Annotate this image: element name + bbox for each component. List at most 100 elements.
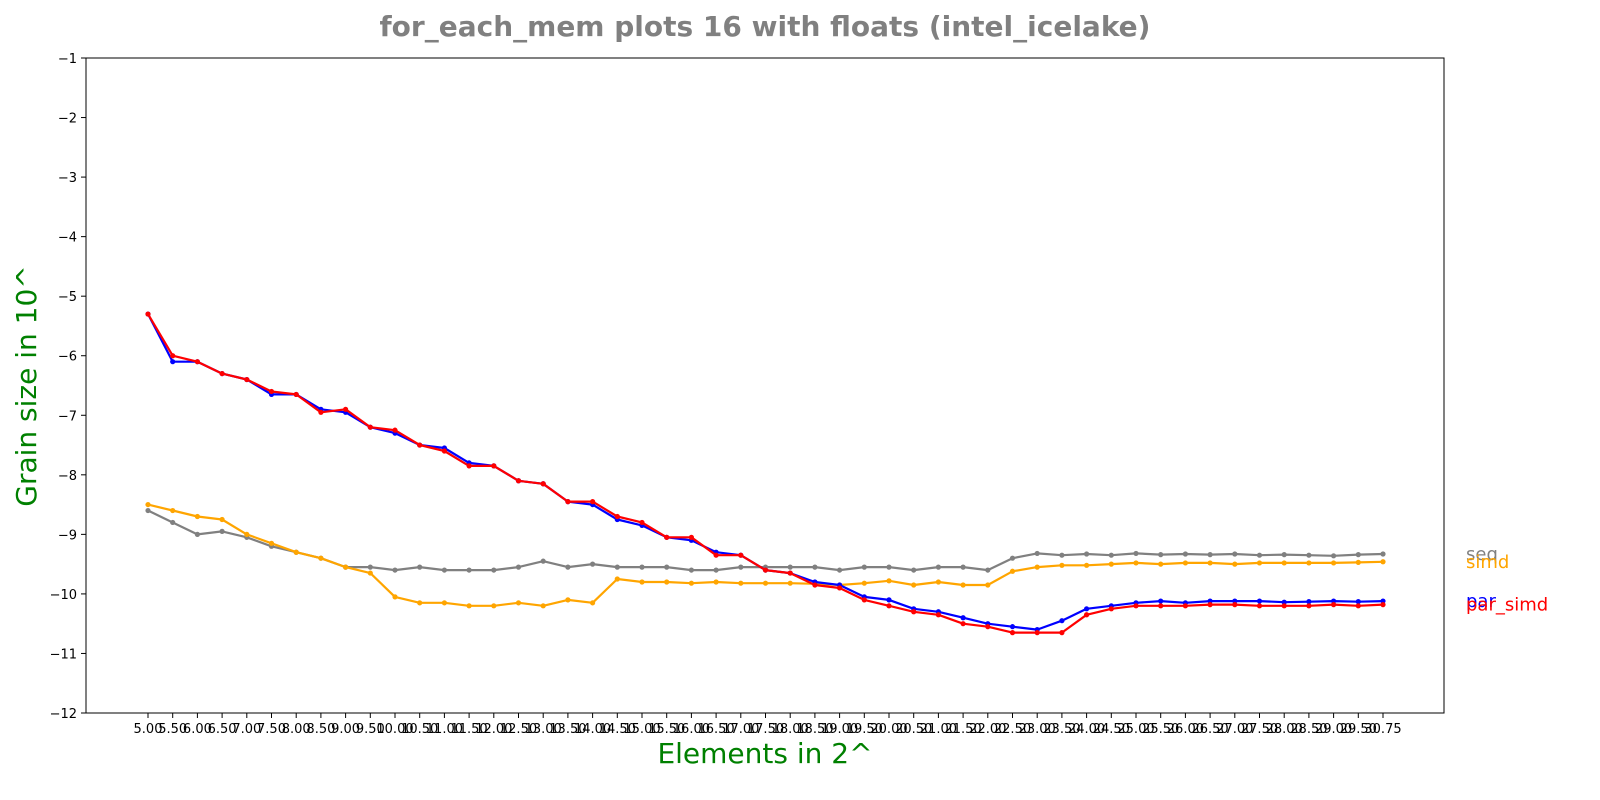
data-point-par_simd (1355, 603, 1361, 609)
data-point-simd (491, 603, 497, 609)
data-point-par_simd (1133, 603, 1139, 609)
data-point-seq (1182, 551, 1188, 557)
x-tick-label: 5.00 (134, 722, 163, 737)
x-tick-label: 30.75 (1364, 722, 1401, 737)
data-point-simd (170, 507, 176, 514)
data-point-simd (367, 570, 373, 576)
data-point-par_simd (392, 427, 398, 433)
data-point-simd (911, 582, 917, 588)
data-point-seq (1256, 552, 1263, 558)
data-point-seq (985, 567, 991, 573)
data-point-par_simd (219, 370, 225, 377)
x-tick-label: 21.50 (944, 722, 981, 737)
data-point-par_simd (1158, 603, 1164, 609)
data-point-seq (960, 564, 966, 570)
data-point-seq (417, 564, 423, 570)
data-point-seq (170, 519, 176, 526)
data-point-par_simd (1084, 612, 1090, 618)
data-point-seq (1108, 552, 1114, 558)
data-point-par_simd (1207, 602, 1213, 608)
y-tick-label: −4 (58, 231, 77, 246)
data-point-par_simd (1232, 602, 1238, 608)
x-tick-label: 23.50 (1043, 722, 1080, 737)
data-point-seq (1034, 550, 1040, 557)
data-point-simd (960, 582, 966, 588)
data-point-seq (392, 567, 398, 573)
data-point-seq (738, 564, 744, 570)
data-point-par_simd (466, 463, 472, 469)
data-point-par (1232, 598, 1238, 604)
data-point-par_simd (318, 409, 324, 415)
y-tick-label: −11 (50, 647, 77, 662)
x-tick-label: 14.00 (574, 722, 611, 737)
x-tick-label: 20.00 (870, 722, 907, 737)
data-point-simd (1232, 561, 1238, 567)
y-tick-label: −5 (58, 290, 77, 305)
data-point-seq (1207, 552, 1213, 558)
x-tick-label: 21.00 (920, 722, 957, 737)
data-point-seq (1281, 552, 1287, 558)
x-tick-label: 11.50 (450, 722, 487, 737)
data-point-simd (540, 603, 546, 609)
data-point-par_simd (565, 499, 571, 505)
data-point-seq (219, 528, 225, 534)
x-tick-label: 24.50 (1093, 722, 1130, 737)
data-point-seq (1158, 552, 1164, 558)
data-point-simd (639, 579, 645, 585)
data-point-seq (935, 564, 942, 570)
data-point-seq (1232, 551, 1238, 557)
data-point-par_simd (343, 406, 349, 412)
data-point-seq (713, 567, 719, 573)
plot-area (85, 57, 1445, 714)
data-point-simd (268, 540, 275, 546)
data-point-par_simd (886, 603, 892, 609)
x-tick-label: 11.00 (426, 722, 463, 737)
x-tick-label: 6.00 (183, 722, 212, 737)
data-point-simd (713, 579, 719, 585)
data-point-par (1256, 598, 1263, 604)
data-point-par (1207, 598, 1213, 604)
x-tick-label: 13.00 (525, 722, 562, 737)
x-tick-label: 13.50 (549, 722, 586, 737)
x-tick-label: 19.50 (846, 722, 883, 737)
data-point-seq (664, 564, 670, 570)
data-point-par_simd (812, 582, 818, 588)
data-point-par_simd (1306, 603, 1312, 609)
data-point-simd (664, 579, 670, 585)
data-point-seq (194, 531, 200, 537)
data-point-par_simd (688, 534, 695, 540)
x-tick-label: 25.50 (1142, 722, 1179, 737)
x-tick-label: 27.00 (1216, 722, 1253, 737)
data-point-par_simd (1059, 630, 1065, 636)
data-point-par_simd (1256, 603, 1263, 609)
x-tick-label: 17.00 (722, 722, 759, 737)
y-tick-label: −3 (58, 171, 77, 186)
x-tick-label: 12.50 (500, 722, 537, 737)
data-point-par_simd (738, 552, 744, 558)
data-point-par_simd (639, 519, 645, 526)
y-tick-label: −10 (50, 588, 77, 603)
data-point-seq (1084, 551, 1090, 557)
x-tick-label: 28.50 (1290, 722, 1327, 737)
x-tick-label: 18.50 (796, 722, 833, 737)
data-point-simd (1108, 561, 1114, 567)
data-point-par_simd (1034, 630, 1040, 636)
x-tick-label: 10.00 (376, 722, 413, 737)
data-point-par_simd (441, 448, 447, 454)
series-lines (145, 311, 1386, 636)
data-point-simd (688, 580, 695, 586)
data-point-seq (491, 567, 497, 573)
chart-title: for_each_mem plots 16 with floats (intel… (380, 10, 1151, 43)
data-point-seq (837, 567, 843, 573)
data-point-simd (1133, 560, 1139, 566)
data-point-par (1084, 606, 1090, 612)
data-point-simd (441, 600, 447, 606)
series-label-par: par (1466, 591, 1496, 612)
data-point-par_simd (837, 585, 843, 591)
data-point-par_simd (1108, 606, 1114, 612)
data-point-par (1158, 598, 1164, 604)
data-point-simd (738, 580, 744, 586)
data-point-simd (1059, 562, 1065, 568)
data-point-seq (1331, 553, 1337, 559)
x-tick-label: 10.50 (401, 722, 438, 737)
